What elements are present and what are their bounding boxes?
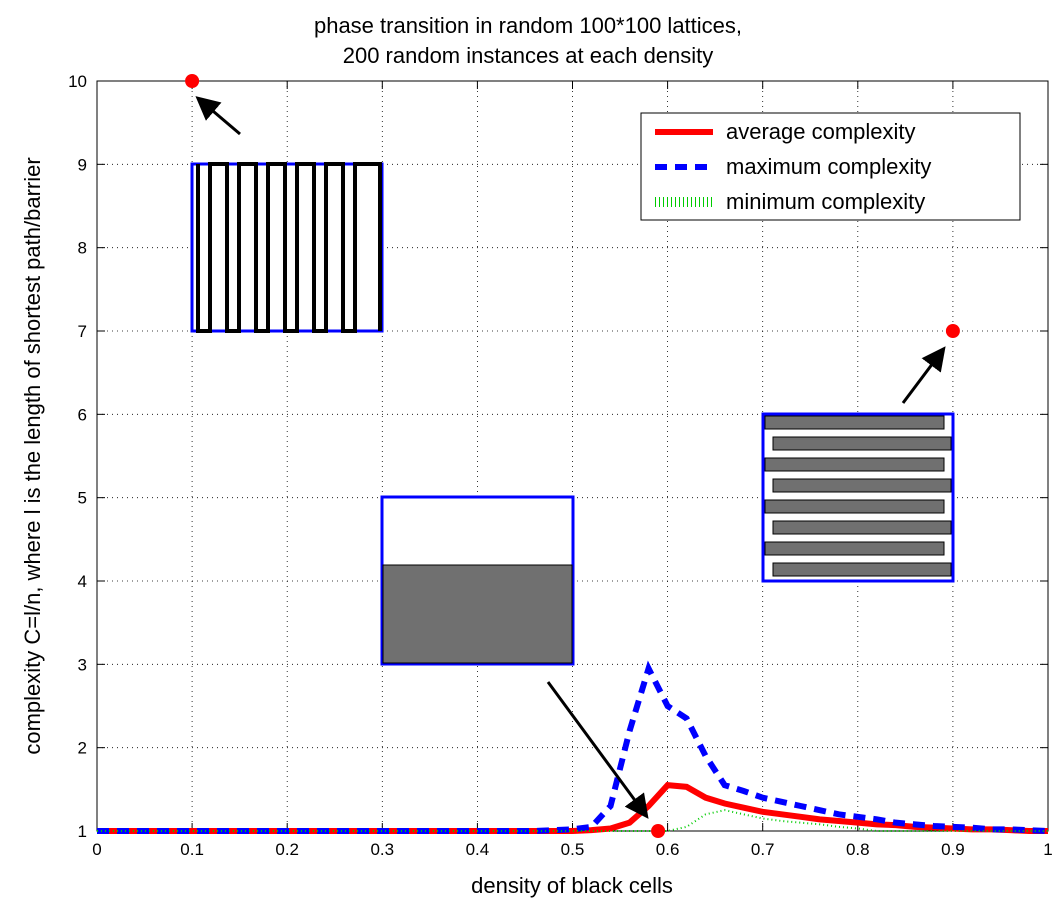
inset-bar — [772, 436, 952, 451]
x-tick-label: 0.6 — [656, 840, 680, 859]
x-tick-label: 0.3 — [370, 840, 394, 859]
legend: average complexity maximum complexity mini… — [640, 112, 1021, 221]
inset-bar — [772, 478, 952, 493]
y-tick-label: 8 — [78, 239, 87, 258]
arrow — [195, 96, 241, 136]
y-tick-label: 5 — [78, 489, 87, 508]
legend-label: minimum complexity — [726, 189, 925, 214]
x-tick-label: 0.5 — [561, 840, 585, 859]
y-tick-label: 4 — [78, 572, 87, 591]
insets — [190, 162, 955, 666]
y-tick-label: 7 — [78, 322, 87, 341]
inset-bar — [764, 499, 945, 514]
arrows — [195, 96, 946, 819]
inset-path — [196, 162, 382, 333]
y-tick-label: 6 — [78, 405, 87, 424]
y-tick-label: 10 — [68, 72, 87, 91]
x-tick-label: 1 — [1043, 840, 1052, 859]
series-line — [97, 782, 1048, 834]
marker-point — [651, 824, 666, 838]
legend-label: average complexity — [726, 119, 916, 144]
x-tick-label: 0.1 — [180, 840, 204, 859]
marker-point — [185, 74, 200, 88]
y-tick-label: 3 — [78, 655, 87, 674]
inset-fill — [382, 564, 573, 664]
inset-bar — [772, 520, 952, 535]
y-axis-label: complexity C=l/n, where l is the length … — [20, 157, 45, 754]
inset-bar — [772, 562, 952, 577]
x-tick-label: 0 — [92, 840, 101, 859]
chart-title: phase transition in random 100*100 latti… — [314, 13, 742, 38]
x-tick-label: 0.9 — [941, 840, 965, 859]
plot — [97, 74, 1049, 838]
inset-bar — [764, 457, 945, 472]
legend-label: maximum complexity — [726, 154, 931, 179]
x-axis-label: density of black cells — [471, 873, 673, 898]
inset-bars — [764, 415, 952, 577]
x-tick-label: 0.2 — [275, 840, 299, 859]
y-tick-label: 9 — [78, 155, 87, 174]
marker-point — [945, 324, 960, 338]
x-tick-label: 0.7 — [751, 840, 775, 859]
x-tick-label: 0.4 — [466, 840, 490, 859]
chart-title: 200 random instances at each density — [343, 43, 714, 68]
arrow — [901, 346, 946, 404]
y-tick-label: 1 — [78, 822, 87, 841]
y-tick-label: 2 — [78, 739, 87, 758]
inset-bar — [764, 541, 945, 556]
x-tick-label: 0.8 — [846, 840, 870, 859]
arrow — [546, 681, 649, 819]
inset-bar — [764, 415, 945, 430]
